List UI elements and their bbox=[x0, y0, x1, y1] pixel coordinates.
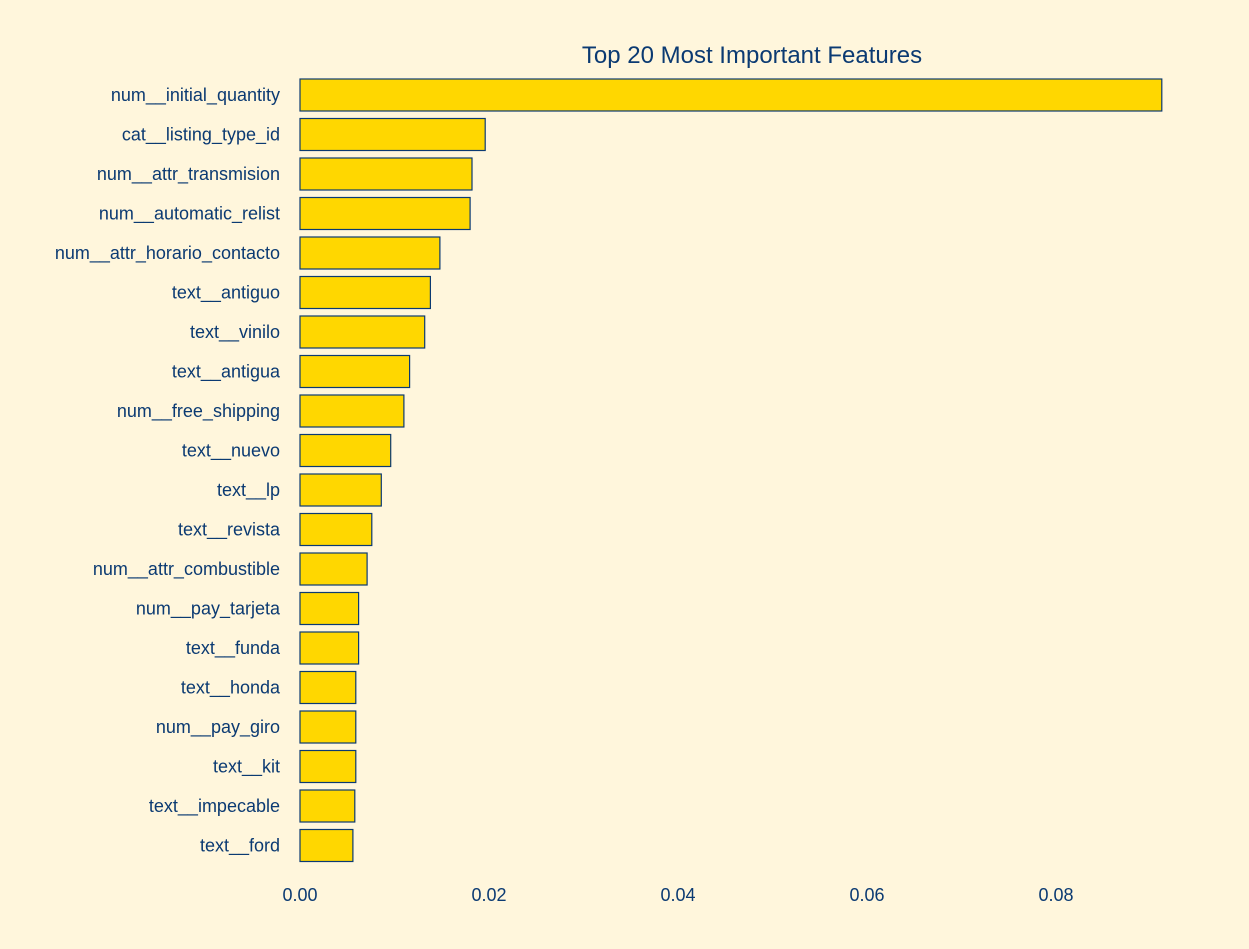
y-tick-label: text__nuevo bbox=[182, 441, 280, 462]
bar-num-attr-combustible bbox=[299, 552, 368, 586]
x-tick-labels: 0.00 0.02 0.04 0.06 0.08 bbox=[282, 885, 1073, 905]
bar-text-revista bbox=[299, 512, 373, 547]
y-tick-label: num__attr_combustible bbox=[93, 559, 280, 580]
y-tick-label: text__antiguo bbox=[172, 283, 280, 304]
bar-text-nuevo bbox=[299, 433, 392, 468]
x-tick-label: 0.06 bbox=[849, 885, 884, 905]
y-tick-label: num__attr_transmision bbox=[97, 164, 280, 185]
bar-text-vinilo bbox=[299, 315, 426, 349]
bar-num-attr-horario-contacto bbox=[299, 236, 441, 270]
y-tick-label: text__impecable bbox=[149, 796, 280, 817]
y-tick-label: cat__listing_type_id bbox=[122, 125, 280, 146]
y-tick-label: text__lp bbox=[217, 480, 280, 501]
bar-text-kit bbox=[299, 749, 357, 784]
y-tick-label: num__pay_tarjeta bbox=[136, 599, 281, 620]
y-tick-label: text__kit bbox=[213, 757, 280, 778]
x-tick-label: 0.08 bbox=[1038, 885, 1073, 905]
y-tick-labels: num__initial_quantity cat__listing_type_i… bbox=[55, 85, 281, 857]
bar-text-ford bbox=[299, 828, 354, 863]
y-tick-label: num__pay_giro bbox=[156, 717, 280, 738]
y-tick-label: text__vinilo bbox=[190, 322, 280, 343]
bar-text-honda bbox=[299, 670, 357, 705]
y-tick-label: text__ford bbox=[200, 836, 280, 857]
y-tick-label: num__attr_horario_contacto bbox=[55, 243, 280, 264]
y-tick-label: text__honda bbox=[181, 678, 281, 699]
bar-num-attr-transmision bbox=[299, 157, 473, 191]
bar-num-pay-tarjeta bbox=[299, 591, 360, 626]
bar-num-automatic-relist bbox=[299, 196, 471, 231]
x-tick-label: 0.00 bbox=[282, 885, 317, 905]
y-tick-label: text__funda bbox=[186, 638, 281, 659]
x-tick-label: 0.02 bbox=[471, 885, 506, 905]
bars-layer bbox=[299, 78, 1163, 863]
bar-cat-listing-type-id bbox=[299, 117, 486, 152]
bar-num-pay-giro bbox=[299, 710, 357, 744]
y-tick-label: text__revista bbox=[178, 520, 281, 541]
x-tick-label: 0.04 bbox=[660, 885, 695, 905]
chart-title: Top 20 Most Important Features bbox=[582, 42, 922, 69]
bar-text-antigua bbox=[299, 354, 411, 389]
y-tick-label: num__initial_quantity bbox=[111, 85, 280, 106]
bar-num-initial-quantity bbox=[299, 78, 1163, 112]
y-tick-label: num__free_shipping bbox=[117, 401, 280, 422]
bar-text-impecable bbox=[299, 789, 356, 823]
bar-text-antiguo bbox=[299, 275, 431, 310]
bar-text-funda bbox=[299, 631, 360, 665]
bar-num-free-shipping bbox=[299, 394, 405, 428]
y-tick-label: num__automatic_relist bbox=[99, 204, 280, 225]
bar-text-lp bbox=[299, 473, 382, 507]
y-tick-label: text__antigua bbox=[172, 362, 281, 383]
